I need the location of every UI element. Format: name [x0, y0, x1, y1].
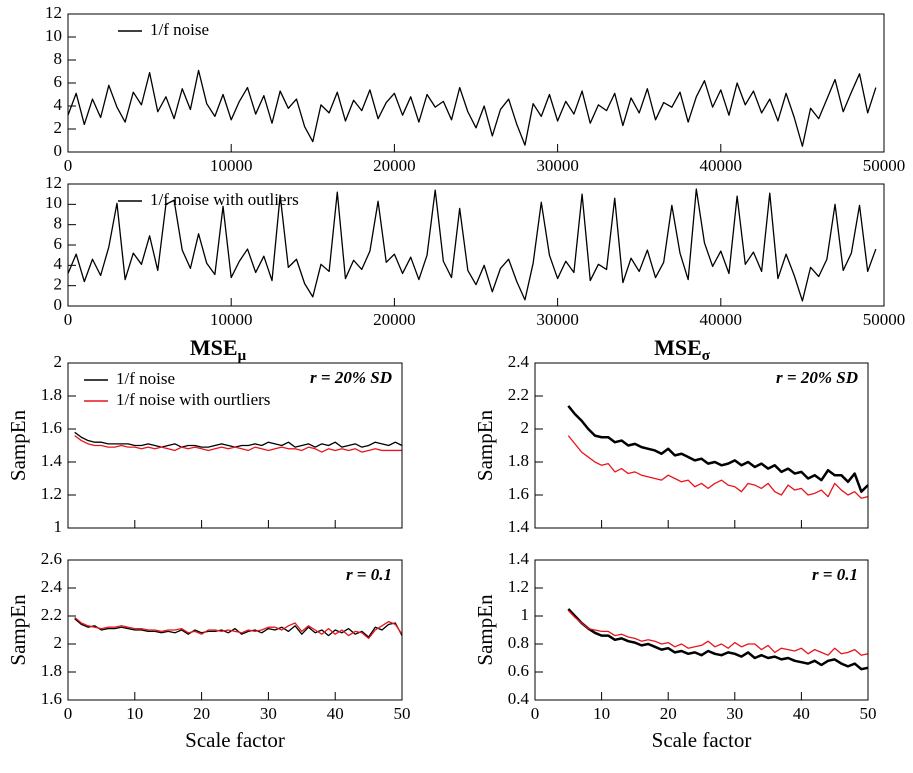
- y-tick-label: 12: [45, 173, 62, 192]
- y-tick-label: 6: [54, 72, 63, 91]
- annotation: r = 0.1: [346, 565, 392, 584]
- y-tick-label: 1.4: [508, 517, 530, 536]
- y-tick-label: 1.4: [41, 451, 63, 470]
- y-tick-label: 2: [54, 352, 63, 371]
- section-title-main: MSE: [190, 335, 238, 360]
- y-tick-label: 4: [54, 95, 63, 114]
- legend-label: 1/f noise: [116, 369, 175, 388]
- y-tick-label: 2.6: [41, 549, 62, 568]
- section-title: MSEμ: [190, 335, 247, 364]
- x-tick-label: 40: [793, 704, 810, 723]
- y-tick-label: 4: [54, 254, 63, 273]
- y-tick-label: 0: [54, 141, 63, 160]
- y-tick-label: 2: [521, 418, 530, 437]
- x-tick-label: 0: [64, 310, 73, 329]
- y-tick-label: 2.4: [508, 352, 530, 371]
- y-tick-label: 1: [521, 605, 530, 624]
- y-tick-label: 1.2: [508, 577, 529, 596]
- section-title: MSEσ: [654, 335, 711, 364]
- series-line: [74, 618, 403, 638]
- x-tick-label: 50: [860, 704, 877, 723]
- legend-label: 1/f noise with outliers: [150, 190, 299, 209]
- y-tick-label: 8: [54, 214, 63, 233]
- y-tick-label: 2: [54, 275, 63, 294]
- annotation: r = 0.1: [812, 565, 858, 584]
- y-tick-label: 2.2: [508, 385, 529, 404]
- series-line: [567, 609, 869, 656]
- x-axis-label: Scale factor: [185, 728, 285, 752]
- y-tick-label: 8: [54, 49, 63, 68]
- legend-label: 1/f noise: [150, 20, 209, 39]
- x-tick-label: 50: [394, 704, 411, 723]
- x-tick-label: 30: [726, 704, 743, 723]
- x-tick-label: 10: [126, 704, 143, 723]
- y-tick-label: 2.2: [41, 605, 62, 624]
- section-title-sub: μ: [238, 348, 247, 364]
- y-tick-label: 1.6: [41, 418, 62, 437]
- plot-frame: [67, 362, 403, 529]
- y-tick-label: 10: [45, 26, 62, 45]
- section-title-main: MSE: [654, 335, 702, 360]
- plot-frame: [534, 362, 869, 529]
- x-tick-label: 50000: [863, 156, 906, 175]
- annotation: r = 20% SD: [776, 368, 858, 387]
- y-tick-label: 6: [54, 234, 63, 253]
- x-tick-label: 40000: [700, 310, 743, 329]
- y-axis-label: SampEn: [473, 594, 497, 666]
- series-line: [567, 435, 869, 499]
- series-line: [67, 188, 877, 302]
- x-tick-label: 20000: [373, 310, 416, 329]
- series-line: [67, 69, 877, 147]
- x-tick-label: 40000: [700, 156, 743, 175]
- series-line: [74, 431, 403, 448]
- plot-frame: [67, 13, 885, 153]
- plot-frame: [534, 559, 869, 701]
- y-tick-label: 1.2: [41, 484, 62, 503]
- plot-frame: [67, 183, 885, 307]
- x-tick-label: 40: [327, 704, 344, 723]
- y-tick-label: 1.8: [41, 385, 62, 404]
- section-title-sub: σ: [702, 348, 711, 364]
- x-tick-label: 30000: [536, 310, 579, 329]
- y-tick-label: 1.8: [508, 451, 529, 470]
- y-tick-label: 2: [54, 118, 63, 137]
- series-line: [567, 608, 869, 671]
- series-line: [567, 405, 869, 493]
- series-line: [74, 616, 403, 640]
- y-tick-label: 1.6: [508, 484, 529, 503]
- series-line: [74, 435, 402, 453]
- y-tick-label: 2.4: [41, 577, 63, 596]
- x-tick-label: 20: [660, 704, 677, 723]
- y-tick-label: 12: [45, 3, 62, 22]
- x-tick-label: 10: [593, 704, 610, 723]
- x-tick-label: 50000: [863, 310, 906, 329]
- y-tick-label: 0.8: [508, 633, 529, 652]
- y-axis-label: SampEn: [6, 594, 30, 666]
- y-tick-label: 10: [45, 193, 62, 212]
- y-axis-label: SampEn: [6, 409, 30, 481]
- x-tick-label: 20: [193, 704, 210, 723]
- x-tick-label: 20000: [373, 156, 416, 175]
- x-tick-label: 0: [531, 704, 540, 723]
- plot-frame: [67, 559, 403, 701]
- x-tick-label: 0: [64, 156, 73, 175]
- x-tick-label: 10000: [210, 310, 253, 329]
- x-tick-label: 30000: [536, 156, 579, 175]
- y-tick-label: 1.6: [41, 689, 62, 708]
- x-tick-label: 30: [260, 704, 277, 723]
- y-tick-label: 2: [54, 633, 63, 652]
- legend-label: 1/f noise with ourtliers: [116, 390, 270, 409]
- y-tick-label: 1.8: [41, 661, 62, 680]
- annotation: r = 20% SD: [310, 368, 392, 387]
- y-tick-label: 0.6: [508, 661, 529, 680]
- x-axis-label: Scale factor: [652, 728, 752, 752]
- y-tick-label: 0: [54, 295, 63, 314]
- y-axis-label: SampEn: [473, 409, 497, 481]
- x-tick-label: 0: [64, 704, 73, 723]
- y-tick-label: 1: [54, 517, 63, 536]
- y-tick-label: 1.4: [508, 549, 530, 568]
- y-tick-label: 0.4: [508, 689, 530, 708]
- x-tick-label: 10000: [210, 156, 253, 175]
